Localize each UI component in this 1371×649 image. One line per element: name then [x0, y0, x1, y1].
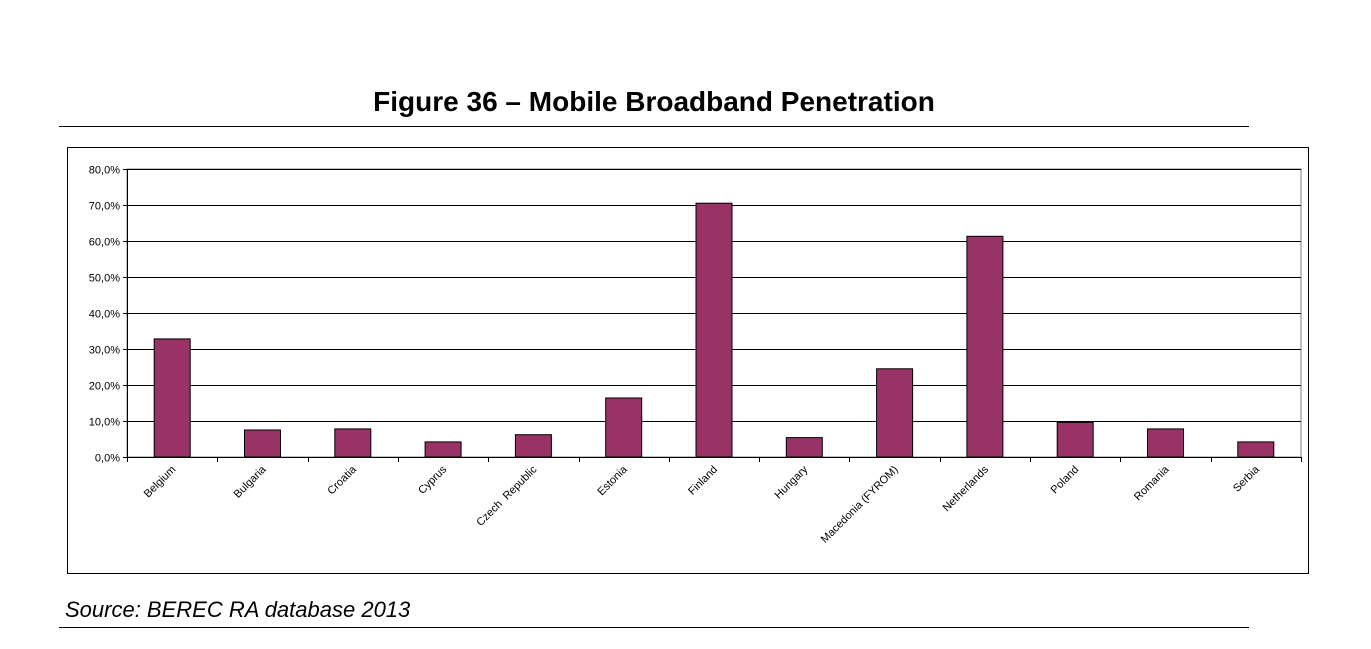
- bar-hungary: [785, 437, 823, 458]
- x-tick-label: Croatia: [325, 463, 359, 497]
- x-tick-label: Finland: [686, 464, 720, 498]
- x-tick-label: Belgium: [142, 464, 179, 501]
- x-tick-label: Cyprus: [416, 463, 449, 496]
- x-tick-label: Serbia: [1231, 463, 1263, 495]
- bar-romania: [1147, 428, 1184, 458]
- y-tick-label: 30,0%: [89, 345, 120, 357]
- x-tick-label: Romania: [1132, 463, 1172, 503]
- chart-frame: 0,0% 10,0% 20,0% 30,0% 40,0% 50,0% 60,0% 70,0% 8…: [67, 147, 1309, 574]
- bar-serbia: [1237, 441, 1275, 458]
- x-tick-label: Macedonia (FYROM): [819, 464, 901, 546]
- bar-belgium: [153, 338, 191, 458]
- y-tick-label: 80,0%: [89, 165, 120, 177]
- bar-cyprus: [424, 441, 462, 458]
- y-tick-label: 0,0%: [95, 453, 120, 465]
- x-tick-label: Netherlands: [941, 463, 992, 514]
- bar-poland: [1056, 421, 1094, 458]
- x-tick-label: Bulgaria: [232, 463, 270, 501]
- x-tick-label: Estonia: [595, 463, 630, 498]
- title-underline: [59, 126, 1249, 127]
- bar-czech-republic: [514, 434, 552, 458]
- y-tick-label: 40,0%: [89, 309, 120, 321]
- bar-estonia: [605, 397, 643, 458]
- x-tick-label: Poland: [1049, 464, 1082, 497]
- bar-bulgaria: [244, 429, 281, 458]
- source-underline: [59, 627, 1249, 628]
- x-tick-label: Czech Republic: [474, 463, 539, 528]
- y-tick-label: 60,0%: [89, 237, 120, 249]
- source-note: Source: BEREC RA database 2013: [65, 597, 411, 622]
- bar-netherlands: [966, 235, 1004, 458]
- y-tick-label: 50,0%: [89, 273, 120, 285]
- bar-chart: 0,0% 10,0% 20,0% 30,0% 40,0% 50,0% 60,0% 70,0% 8…: [89, 165, 1302, 546]
- x-tick-label: Hungary: [773, 463, 811, 501]
- bar-croatia: [334, 428, 372, 458]
- bar-finland: [695, 202, 733, 458]
- bar-macedonia-fyrom: [876, 368, 914, 458]
- figure-title: Figure 36 – Mobile Broadband Penetration: [373, 86, 935, 117]
- y-tick-label: 20,0%: [89, 381, 120, 393]
- y-tick-label: 70,0%: [89, 201, 120, 213]
- y-tick-label: 10,0%: [89, 417, 120, 429]
